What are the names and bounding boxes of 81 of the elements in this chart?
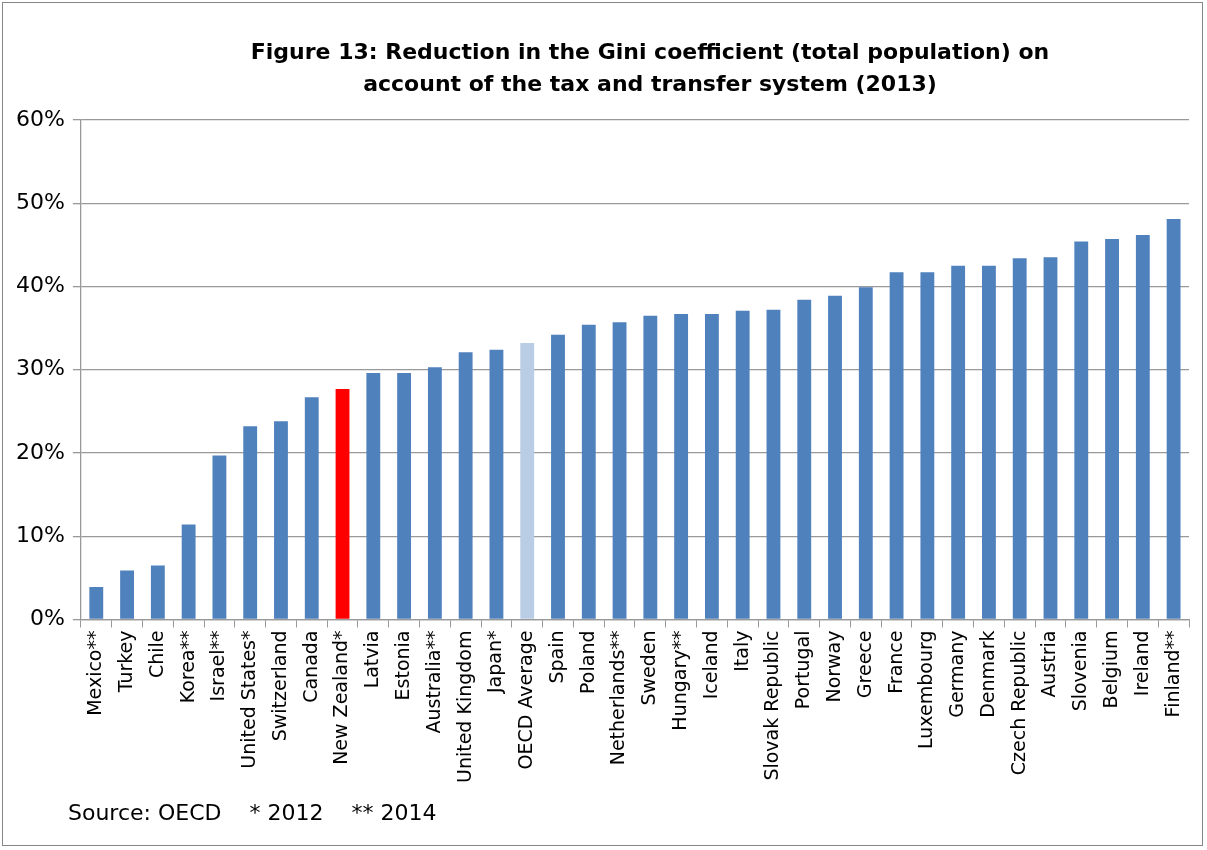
bar xyxy=(1043,257,1058,619)
x-tick-label: Chile xyxy=(144,630,167,679)
x-tick-label: Netherlands** xyxy=(606,630,629,766)
x-tick-label: Estonia xyxy=(391,630,414,701)
bar xyxy=(581,324,596,619)
y-tick-label: 60% xyxy=(15,105,65,131)
bar xyxy=(1012,258,1027,619)
x-tick-label: Luxembourg xyxy=(914,630,937,749)
x-tick-label: Australia** xyxy=(421,630,444,734)
bar xyxy=(489,349,504,619)
bar xyxy=(612,322,627,619)
bar xyxy=(212,455,227,619)
x-tick-label: Spain xyxy=(544,630,567,684)
bar xyxy=(120,570,134,619)
x-tick-label: Portugal xyxy=(791,630,814,710)
x-tick-label: Mexico** xyxy=(83,630,106,716)
x-tick-label: Japan* xyxy=(483,630,506,694)
bar xyxy=(982,265,996,619)
y-tick-label: 0% xyxy=(29,605,65,631)
bar xyxy=(1166,219,1181,619)
bar xyxy=(243,426,258,619)
y-tick-label: 20% xyxy=(15,438,65,464)
x-tick-label: Greece xyxy=(852,630,875,699)
x-tick-label: Germany xyxy=(945,630,968,718)
x-tick-label: Canada xyxy=(298,630,321,703)
bar xyxy=(366,373,381,619)
bar xyxy=(766,309,781,619)
y-tick-label: 10% xyxy=(15,521,65,547)
x-tick-label: United States* xyxy=(237,630,260,769)
x-tick-label: Switzerland xyxy=(267,630,290,742)
x-tick-label: Denmark xyxy=(975,630,998,718)
bar xyxy=(89,587,104,619)
bar xyxy=(520,343,535,619)
x-tick-label: Turkey xyxy=(114,630,137,694)
x-tick-label: Norway xyxy=(821,630,844,703)
y-tick-label: 40% xyxy=(15,272,65,298)
x-tick-label: Finland** xyxy=(1160,630,1183,718)
bar xyxy=(797,299,812,619)
x-tick-label: Ireland xyxy=(1129,630,1152,697)
bar xyxy=(397,373,412,619)
bar xyxy=(674,313,689,619)
x-tick-label: Italy xyxy=(729,630,752,672)
x-tick-label: Czech Republic xyxy=(1006,630,1029,776)
bar xyxy=(181,524,196,619)
bar xyxy=(304,397,319,619)
x-tick-label: United Kingdom xyxy=(452,630,475,784)
bar xyxy=(150,565,165,619)
bar xyxy=(704,313,719,619)
y-tick-label: 50% xyxy=(15,188,65,214)
bar xyxy=(858,287,873,619)
bar xyxy=(828,295,842,619)
bar xyxy=(274,421,288,619)
source-note: Source: OECD * 2012 ** 2014 xyxy=(68,800,437,825)
x-tick-label: Iceland xyxy=(698,630,721,700)
bar xyxy=(735,310,750,619)
bar xyxy=(1105,239,1119,619)
bar xyxy=(643,315,658,619)
x-tick-label: Slovak Republic xyxy=(760,630,783,781)
bar xyxy=(427,367,442,619)
y-tick-label: 30% xyxy=(15,355,65,381)
x-tick-label: Korea** xyxy=(175,630,198,704)
x-tick-label: Slovenia xyxy=(1068,630,1091,712)
x-tick-label: France xyxy=(883,630,906,694)
bar xyxy=(1135,234,1150,619)
bar xyxy=(551,334,565,619)
x-tick-label: Latvia xyxy=(360,630,383,689)
x-tick-label: Israel** xyxy=(206,630,229,702)
bar xyxy=(335,388,350,619)
bar xyxy=(1074,241,1089,619)
x-tick-label: Hungary** xyxy=(668,630,691,731)
x-tick-label: OECD Average xyxy=(514,630,537,770)
x-tick-label: Austria xyxy=(1037,630,1060,698)
bar xyxy=(920,272,935,619)
x-tick-label: New Zealand* xyxy=(329,630,352,765)
bar xyxy=(951,265,966,619)
x-tick-label: Belgium xyxy=(1098,630,1121,709)
bar xyxy=(458,352,473,619)
x-tick-label: Poland xyxy=(575,630,598,694)
x-tick-label: Sweden xyxy=(637,630,660,706)
chart-title: Figure 13: Reduction in the Gini coefficient (total population) on account of the tax and transfer system (2013) xyxy=(250,38,1050,98)
bar xyxy=(889,272,904,619)
